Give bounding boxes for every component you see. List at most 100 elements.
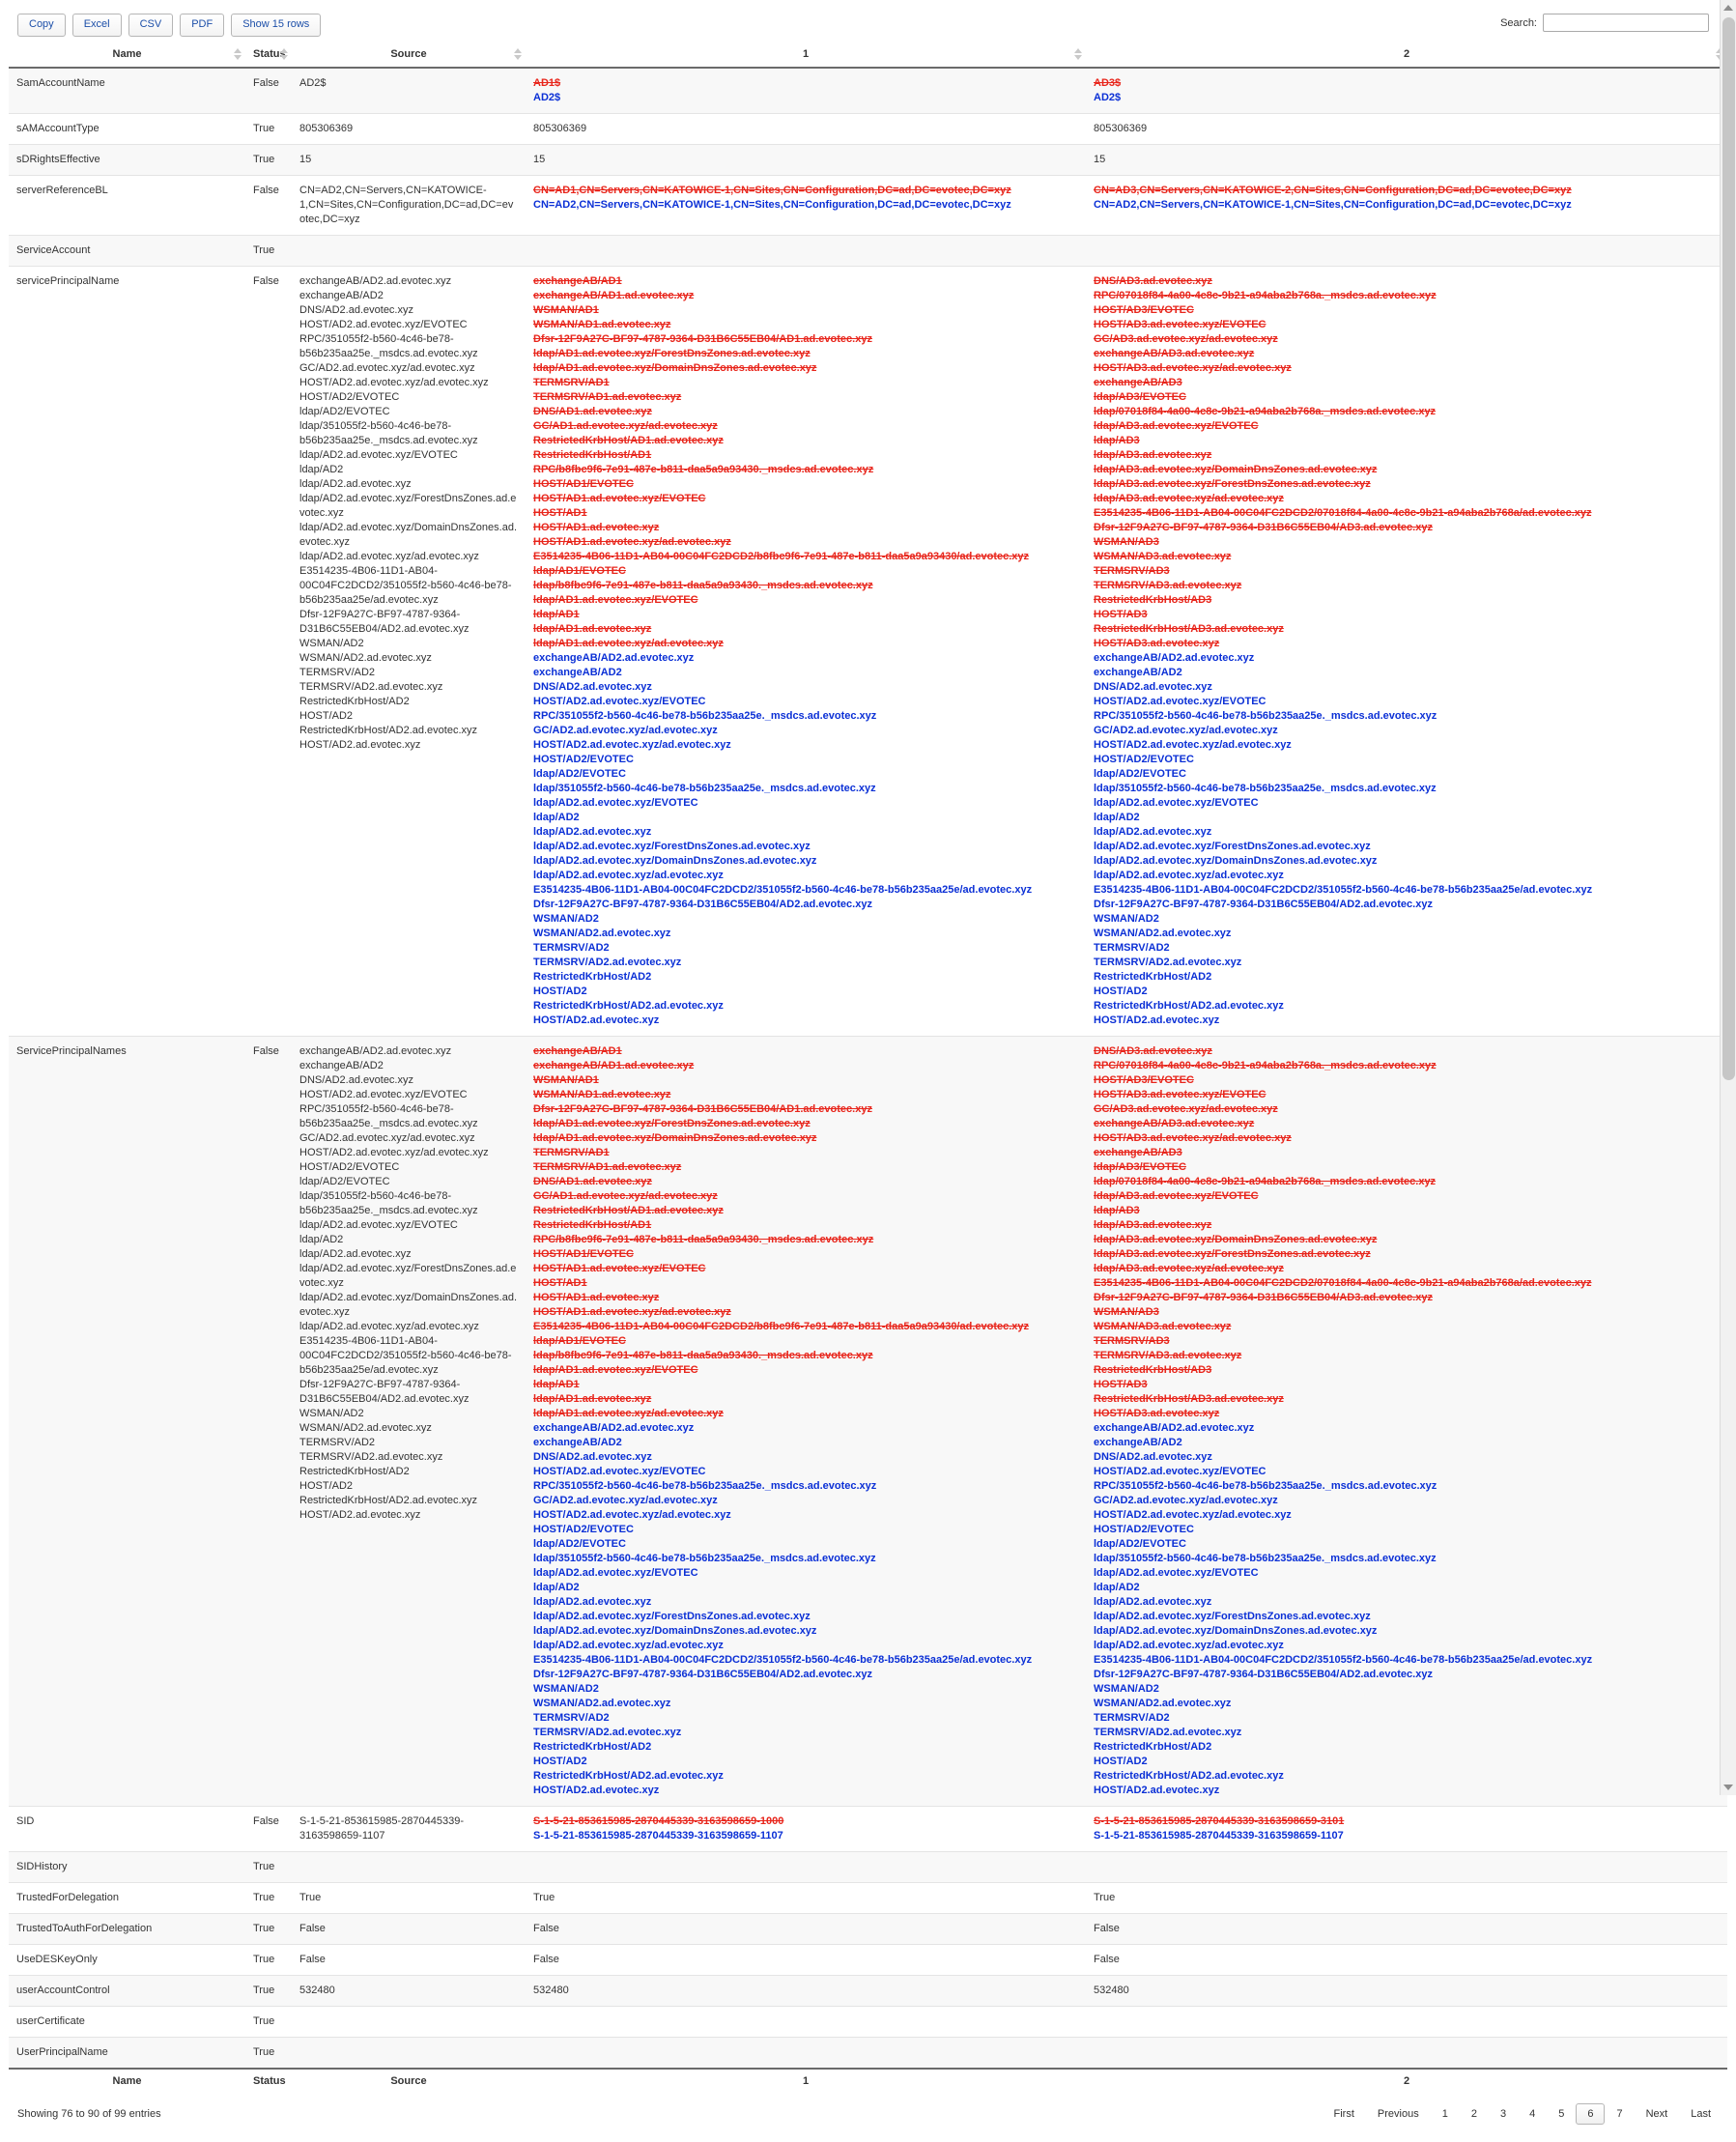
added-value: TERMSRV/AD2.ad.evotec.xyz: [1094, 957, 1242, 968]
header-row: Name Status Source 1 2: [9, 43, 1727, 69]
table-row: TrustedForDelegation True True True True: [9, 1882, 1727, 1914]
unchanged-value: True: [533, 1892, 555, 1903]
removed-value: exchangeAB/AD1.ad.evotec.xyz: [533, 1060, 695, 1071]
unchanged-value: 805306369: [1094, 123, 1148, 134]
table-row: userCertificate True: [9, 2006, 1727, 2038]
cell-two: False: [1086, 1944, 1727, 1976]
removed-value: ldap/AD1.ad.evotec.xyz/EVOTEC: [533, 1364, 698, 1376]
column-footer-one: 1: [526, 2068, 1086, 2094]
column-header-status-label: Status: [253, 48, 286, 60]
csv-button[interactable]: CSV: [128, 14, 174, 37]
cell-status: False: [245, 1806, 292, 1852]
removed-value: ldap/AD3: [1094, 435, 1140, 446]
cell-two: S-1-5-21-853615985-2870445339-3163598659…: [1086, 1806, 1727, 1852]
pdf-button[interactable]: PDF: [180, 14, 225, 37]
cell-source: 532480: [292, 1975, 526, 2007]
export-button-group: Copy Excel CSV PDF Show 15 rows: [17, 14, 322, 37]
unchanged-value: 15: [533, 154, 546, 165]
two-value-list: True: [1094, 1891, 1720, 1905]
unchanged-value: True: [1094, 1892, 1116, 1903]
page-4[interactable]: 4: [1529, 2108, 1536, 2120]
page-2[interactable]: 2: [1470, 2108, 1477, 2120]
sort-icon[interactable]: [513, 48, 522, 60]
show-rows-button[interactable]: Show 15 rows: [231, 14, 322, 37]
sort-icon[interactable]: [1715, 48, 1723, 60]
scroll-down-arrow-icon[interactable]: [1723, 1785, 1733, 1790]
added-value: ldap/AD2.ad.evotec.xyz/ad.evotec.xyz: [1094, 1640, 1284, 1651]
source-value: E3514235-4B06-11D1-AB04-00C04FC2DCD2/351…: [299, 1335, 512, 1376]
added-value: ldap/AD2.ad.evotec.xyz/EVOTEC: [533, 1567, 698, 1579]
page-6[interactable]: 6: [1576, 2103, 1606, 2125]
cell-status: False: [245, 68, 292, 114]
column-footer-source: Source: [292, 2068, 526, 2094]
one-value-list: 532480: [533, 1984, 1078, 1998]
source-value: TERMSRV/AD2: [299, 1437, 376, 1448]
sort-icon[interactable]: [1073, 48, 1082, 60]
added-value: TERMSRV/AD2: [1094, 942, 1170, 954]
cell-source: True: [292, 1882, 526, 1914]
removed-value: RestrictedKrbHost/AD1: [533, 449, 652, 461]
cell-source: 805306369: [292, 113, 526, 145]
cell-source: [292, 2006, 526, 2038]
source-value: GC/AD2.ad.evotec.xyz/ad.evotec.xyz: [299, 362, 475, 374]
column-header-two[interactable]: 2: [1086, 43, 1727, 69]
removed-value: ldap/AD3.ad.evotec.xyz/EVOTEC: [1094, 1190, 1259, 1202]
added-value: RPC/351055f2-b560-4c46-be78-b56b235aa25e…: [1094, 710, 1437, 722]
cell-name: UserPrincipalName: [9, 2037, 245, 2070]
scroll-up-arrow-icon[interactable]: [1723, 5, 1733, 11]
excel-button[interactable]: Excel: [71, 14, 122, 37]
added-value: GC/AD2.ad.evotec.xyz/ad.evotec.xyz: [1094, 725, 1278, 736]
page-1[interactable]: 1: [1441, 2108, 1448, 2120]
removed-value: WSMAN/AD1.ad.evotec.xyz: [533, 1089, 671, 1100]
added-value: HOST/AD2/EVOTEC: [1094, 754, 1194, 765]
scrollbar-thumb[interactable]: [1722, 17, 1735, 1080]
added-value: HOST/AD2/EVOTEC: [533, 1524, 634, 1535]
added-value: Dfsr-12F9A27C-BF97-4787-9364-D31B6C55EB0…: [1094, 899, 1433, 910]
copy-button[interactable]: Copy: [17, 14, 66, 37]
added-value: ldap/AD2.ad.evotec.xyz/ad.evotec.xyz: [533, 1640, 724, 1651]
cell-source: CN=AD2,CN=Servers,CN=KATOWICE-1,CN=Sites…: [292, 175, 526, 236]
cell-name: ServiceAccount: [9, 235, 245, 267]
one-value-list: 805306369: [533, 122, 1078, 136]
added-value: GC/AD2.ad.evotec.xyz/ad.evotec.xyz: [533, 1495, 718, 1506]
removed-value: ldap/AD3.ad.evotec.xyz/EVOTEC: [1094, 420, 1259, 432]
cell-name: TrustedToAuthForDelegation: [9, 1913, 245, 1945]
page-first[interactable]: First: [1333, 2108, 1354, 2120]
column-header-one[interactable]: 1: [526, 43, 1086, 69]
sort-icon[interactable]: [279, 48, 288, 60]
column-header-source[interactable]: Source: [292, 43, 526, 69]
page-last[interactable]: Last: [1691, 2108, 1711, 2120]
cell-one: [526, 1851, 1086, 1883]
cell-one: CN=AD1,CN=Servers,CN=KATOWICE-1,CN=Sites…: [526, 175, 1086, 236]
source-value: HOST/AD2.ad.evotec.xyz/EVOTEC: [299, 1089, 468, 1100]
source-value: ldap/AD2.ad.evotec.xyz/ad.evotec.xyz: [299, 551, 479, 562]
source-value: HOST/AD2.ad.evotec.xyz/ad.evotec.xyz: [299, 377, 489, 388]
column-header-name[interactable]: Name: [9, 43, 245, 69]
removed-value: ldap/AD1.ad.evotec.xyz: [533, 1393, 652, 1405]
page-3[interactable]: 3: [1499, 2108, 1507, 2120]
removed-value: exchangeAB/AD3: [1094, 377, 1182, 388]
page-7[interactable]: 7: [1616, 2108, 1623, 2120]
added-value: ldap/AD2: [1094, 812, 1140, 823]
search-input[interactable]: [1543, 14, 1709, 32]
added-value: ldap/AD2.ad.evotec.xyz/DomainDnsZones.ad…: [1094, 1625, 1378, 1637]
page-5[interactable]: 5: [1558, 2108, 1565, 2120]
sort-icon[interactable]: [233, 48, 242, 60]
column-header-status[interactable]: Status: [245, 43, 292, 69]
pagination: First Previous 1 2 3 4 5 6 7 Next Last: [1323, 2103, 1722, 2125]
removed-value: ldap/07018f84-4a00-4c8c-9b21-a94aba2b768…: [1094, 406, 1437, 417]
unchanged-value: False: [1094, 1923, 1120, 1934]
one-value-list: True: [533, 1891, 1078, 1905]
removed-value: AD3$: [1094, 77, 1122, 89]
source-value: Dfsr-12F9A27C-BF97-4787-9364-D31B6C55EB0…: [299, 609, 470, 635]
vertical-scrollbar[interactable]: [1720, 0, 1736, 1795]
page-next[interactable]: Next: [1645, 2108, 1668, 2120]
page-previous[interactable]: Previous: [1377, 2108, 1419, 2120]
added-value: ldap/AD2/EVOTEC: [1094, 768, 1186, 780]
unchanged-value: False: [1094, 1954, 1120, 1965]
removed-value: WSMAN/AD1.ad.evotec.xyz: [533, 319, 671, 330]
removed-value: HOST/AD3.ad.evotec.xyz/EVOTEC: [1094, 319, 1266, 330]
added-value: HOST/AD2.ad.evotec.xyz: [1094, 1785, 1220, 1796]
cell-two: CN=AD3,CN=Servers,CN=KATOWICE-2,CN=Sites…: [1086, 175, 1727, 236]
removed-value: HOST/AD3.ad.evotec.xyz: [1094, 638, 1220, 649]
